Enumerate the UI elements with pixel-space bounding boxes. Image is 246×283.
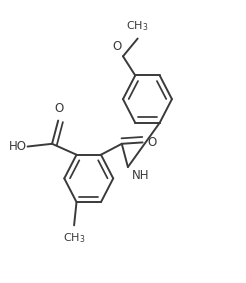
Text: HO: HO bbox=[8, 140, 26, 153]
Text: NH: NH bbox=[132, 169, 150, 182]
Text: O: O bbox=[55, 102, 64, 115]
Text: O: O bbox=[112, 40, 122, 53]
Text: CH$_3$: CH$_3$ bbox=[126, 19, 149, 33]
Text: O: O bbox=[147, 136, 156, 149]
Text: CH$_3$: CH$_3$ bbox=[63, 231, 85, 245]
